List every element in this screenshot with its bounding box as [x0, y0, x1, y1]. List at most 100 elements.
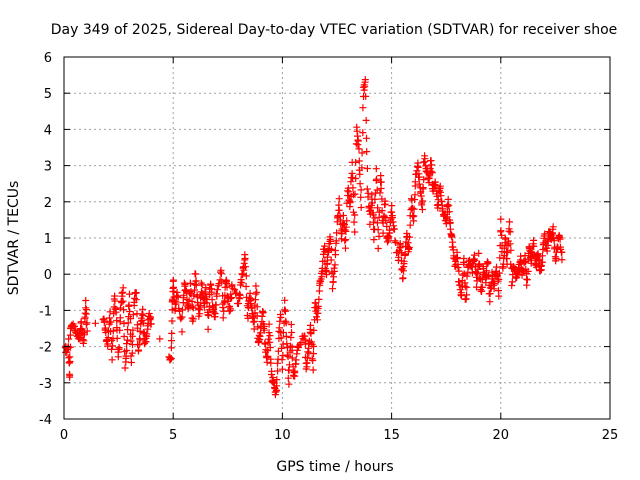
data-point: [132, 289, 140, 297]
y-tick-label: 1: [44, 232, 52, 247]
data-point: [147, 320, 155, 328]
data-point: [351, 228, 359, 236]
data-point: [463, 283, 471, 291]
data-point: [259, 308, 267, 316]
y-tick-label: 2: [44, 196, 52, 211]
data-point: [192, 281, 200, 289]
data-point: [376, 189, 384, 197]
data-point: [109, 342, 116, 350]
data-point: [291, 367, 299, 375]
data-point: [352, 158, 360, 166]
data-point: [504, 248, 512, 256]
y-tick-label: -3: [39, 377, 52, 392]
data-point: [539, 252, 546, 260]
data-point: [483, 267, 490, 275]
data-point: [120, 333, 128, 340]
data-point: [495, 269, 503, 277]
data-point: [278, 356, 286, 364]
data-point: [392, 239, 400, 246]
data-point: [117, 304, 124, 312]
data-point: [228, 281, 236, 289]
data-point: [217, 270, 225, 278]
data-point: [180, 291, 188, 299]
data-point: [357, 204, 365, 211]
data-point: [168, 317, 176, 325]
data-point: [378, 207, 386, 215]
data-point: [363, 148, 371, 156]
data-point: [107, 318, 115, 326]
data-point: [359, 104, 367, 112]
data-point: [265, 320, 273, 328]
data-point: [223, 283, 231, 291]
data-point: [506, 228, 514, 236]
data-point: [82, 320, 90, 328]
data-point: [66, 370, 73, 378]
data-point: [506, 240, 514, 248]
data-point: [370, 236, 378, 244]
data-point: [208, 288, 216, 296]
data-point: [327, 256, 335, 264]
data-point: [282, 319, 290, 327]
data-point: [391, 237, 399, 245]
data-point: [227, 290, 235, 298]
data-point: [327, 245, 335, 253]
data-point: [383, 223, 391, 230]
x-tick-label: 20: [493, 428, 510, 443]
data-point: [136, 328, 144, 336]
data-point: [523, 276, 531, 284]
data-point: [190, 292, 198, 300]
data-point: [330, 267, 338, 275]
data-point: [454, 264, 462, 271]
data-point: [356, 180, 364, 188]
data-point: [309, 366, 317, 374]
data-point: [374, 204, 382, 212]
data-point: [523, 281, 531, 289]
data-point: [455, 278, 463, 286]
data-point: [463, 272, 471, 280]
data-point: [369, 211, 377, 219]
data-point: [406, 233, 413, 241]
data-point: [527, 257, 535, 265]
data-point: [260, 326, 268, 334]
data-point: [196, 306, 203, 314]
data-point: [250, 317, 258, 325]
data-point: [187, 279, 194, 287]
data-point: [82, 297, 90, 304]
data-point: [455, 267, 463, 275]
data-point: [558, 248, 566, 256]
x-axis-label: GPS time / hours: [276, 459, 393, 475]
data-point: [253, 288, 261, 296]
data-point: [186, 289, 193, 297]
data-point: [304, 354, 311, 362]
data-point: [115, 344, 123, 351]
data-point: [508, 278, 516, 286]
data-point: [421, 155, 429, 163]
data-point: [411, 191, 419, 199]
data-point: [274, 367, 282, 375]
data-point: [357, 193, 365, 201]
data-point: [147, 313, 154, 321]
data-point: [116, 326, 124, 334]
data-point: [415, 173, 423, 181]
data-point: [242, 272, 250, 280]
y-axis-label: SDTVAR / TECUs: [6, 181, 22, 296]
data-point: [106, 308, 114, 316]
data-point: [116, 314, 124, 322]
data-point: [330, 273, 338, 281]
data-point: [351, 211, 359, 219]
data-point: [129, 332, 137, 340]
data-point: [219, 314, 227, 322]
data-point: [314, 302, 322, 310]
data-point: [372, 165, 380, 173]
data-point: [192, 270, 200, 278]
data-point: [374, 245, 382, 252]
data-point: [532, 259, 539, 267]
data-point: [284, 374, 292, 382]
y-tick-label: 4: [44, 123, 52, 138]
data-point: [342, 236, 350, 244]
data-point: [83, 327, 91, 335]
data-point: [83, 319, 91, 327]
data-point: [178, 313, 186, 321]
data-point: [292, 356, 300, 364]
data-point: [428, 169, 436, 177]
